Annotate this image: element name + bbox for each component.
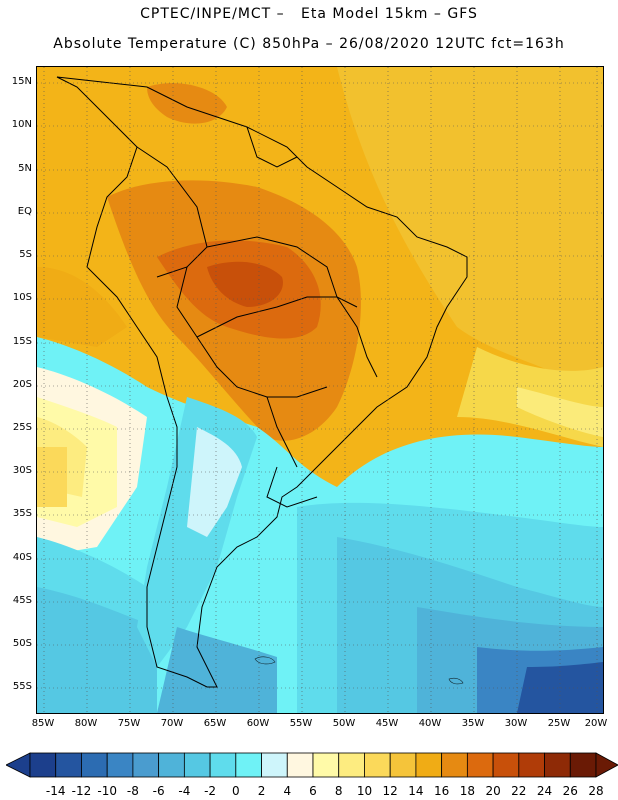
lat-label-10n: 10N bbox=[11, 119, 32, 130]
lat-label-5s: 5S bbox=[19, 249, 32, 260]
colorbar-label: 18 bbox=[459, 784, 475, 798]
colorbar-label: -8 bbox=[126, 784, 139, 798]
lon-label-50w: 50W bbox=[332, 718, 356, 729]
lat-label-40s: 40S bbox=[12, 552, 32, 563]
colorbar-cell bbox=[569, 752, 597, 778]
temperature-colorbar bbox=[6, 752, 618, 778]
colorbar-label: 8 bbox=[334, 784, 343, 798]
lon-label-30w: 30W bbox=[504, 718, 528, 729]
temperature-field bbox=[37, 67, 603, 713]
colorbar-cell bbox=[209, 752, 237, 778]
colorbar-cell bbox=[183, 752, 211, 778]
colorbar-label: -14 bbox=[45, 784, 66, 798]
colorbar-cell bbox=[466, 752, 494, 778]
colorbar-label: -4 bbox=[178, 784, 191, 798]
colorbar-label: 24 bbox=[536, 784, 553, 798]
colorbar-label: 22 bbox=[511, 784, 527, 798]
colorbar-arrow-high bbox=[595, 752, 618, 778]
lon-label-85w: 85W bbox=[31, 718, 55, 729]
lon-label-45w: 45W bbox=[375, 718, 399, 729]
lat-label-55s: 55S bbox=[12, 681, 32, 692]
colorbar-cell bbox=[286, 752, 314, 778]
lat-label-5n: 5N bbox=[18, 163, 32, 174]
lon-label-70w: 70W bbox=[160, 718, 184, 729]
colorbar-label: 4 bbox=[283, 784, 292, 798]
colorbar-arrow-low bbox=[6, 752, 31, 778]
colorbar-cell bbox=[364, 752, 391, 778]
colorbar-label: 28 bbox=[588, 784, 604, 798]
colorbar-cell bbox=[389, 752, 417, 778]
colorbar-label: 0 bbox=[231, 784, 240, 798]
lat-label-45s: 45S bbox=[12, 595, 32, 606]
lon-label-40w: 40W bbox=[418, 718, 442, 729]
title-line-1: CPTEC/INPE/MCT – Eta Model 15km – GFS bbox=[140, 6, 478, 22]
colorbar-label: 14 bbox=[408, 784, 424, 798]
colorbar-cell bbox=[544, 752, 571, 778]
lon-label-80w: 80W bbox=[74, 718, 98, 729]
colorbar-cell bbox=[492, 752, 520, 778]
colorbar-cell bbox=[29, 752, 57, 778]
lon-label-20w: 20W bbox=[584, 718, 608, 729]
colorbar-cell bbox=[158, 752, 185, 778]
lon-label-75w: 75W bbox=[117, 718, 141, 729]
lat-label-20s: 20S bbox=[12, 379, 32, 390]
colorbar-cell bbox=[55, 752, 82, 778]
colorbar-label: -12 bbox=[71, 784, 92, 798]
colorbar-label: 20 bbox=[485, 784, 501, 798]
temperature-map bbox=[36, 66, 604, 714]
colorbar-label: 10 bbox=[356, 784, 373, 798]
colorbar-cell bbox=[132, 752, 160, 778]
colorbar-label: 12 bbox=[382, 784, 398, 798]
colorbar-label: 6 bbox=[309, 784, 317, 798]
colorbar-cell bbox=[106, 752, 134, 778]
lon-label-35w: 35W bbox=[461, 718, 485, 729]
lon-label-55w: 55W bbox=[289, 718, 313, 729]
lat-label-50s: 50S bbox=[12, 638, 32, 649]
lat-label-15n: 15N bbox=[11, 76, 32, 87]
colorbar-label: 2 bbox=[257, 784, 266, 798]
lon-label-60w: 60W bbox=[246, 718, 270, 729]
colorbar-cell bbox=[518, 752, 545, 778]
lat-label-25s: 25S bbox=[12, 422, 32, 433]
colorbar-label: -6 bbox=[152, 784, 165, 798]
lon-label-65w: 65W bbox=[203, 718, 227, 729]
colorbar-label: 26 bbox=[562, 784, 578, 798]
colorbar-cell bbox=[441, 752, 468, 778]
colorbar-cell bbox=[338, 752, 365, 778]
colorbar-label: -10 bbox=[97, 784, 117, 798]
lat-label-15s: 15S bbox=[12, 336, 32, 347]
lon-label-25w: 25W bbox=[547, 718, 571, 729]
lat-label-35s: 35S bbox=[12, 508, 32, 519]
colorbar-cell bbox=[261, 752, 288, 778]
title-line-2: Absolute Temperature (C) 850hPa – 26/08/… bbox=[53, 36, 565, 52]
lat-label-eq: EQ bbox=[17, 206, 32, 217]
lat-label-10s: 10S bbox=[12, 292, 32, 303]
colorbar-label: 16 bbox=[433, 784, 450, 798]
colorbar-label: -2 bbox=[204, 784, 217, 798]
colorbar-cell bbox=[415, 752, 443, 778]
colorbar-cell bbox=[235, 752, 262, 778]
colorbar-cell bbox=[312, 752, 340, 778]
colorbar-cell bbox=[81, 752, 108, 778]
lat-label-30s: 30S bbox=[12, 465, 32, 476]
